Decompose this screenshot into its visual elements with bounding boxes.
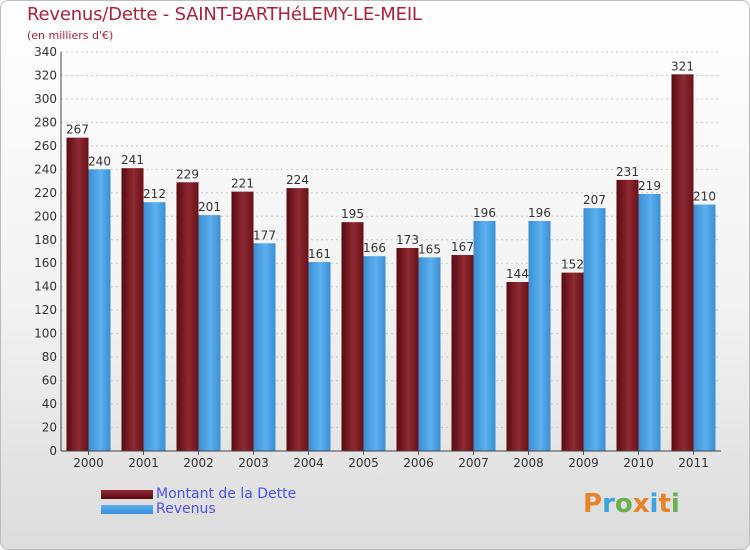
y-tick-label: 220 (34, 186, 57, 200)
bar-revenus-2001 (143, 202, 166, 451)
data-label-revenus-2011: 210 (693, 190, 716, 204)
x-tick-label: 2010 (623, 456, 654, 470)
bar-dette-2003 (231, 191, 254, 451)
y-tick-label: 160 (34, 256, 57, 270)
logo-letter: i (649, 489, 659, 519)
proxiti-logo: Proxiti (583, 489, 680, 519)
bar-revenus-2009 (583, 208, 606, 451)
x-tick-label: 2009 (568, 456, 599, 470)
bar-revenus-2010 (638, 193, 661, 451)
bar-dette-2006 (396, 247, 419, 451)
data-label-revenus-2001: 212 (143, 187, 166, 201)
y-tick-label: 120 (34, 303, 57, 317)
bar-dette-2009 (561, 272, 584, 451)
data-label-revenus-2008: 196 (528, 206, 551, 220)
bar-revenus-2005 (363, 256, 386, 451)
bar-dette-2000 (66, 137, 89, 451)
y-tick-label: 320 (34, 68, 57, 82)
y-tick-label: 100 (34, 327, 57, 341)
y-tick-label: 20 (42, 421, 57, 435)
bar-dette-2004 (286, 188, 309, 452)
y-tick-label: 280 (34, 115, 57, 129)
grid-layer (61, 51, 721, 452)
x-tick-label: 2000 (73, 456, 104, 470)
data-label-dette-2000: 267 (66, 123, 89, 137)
data-label-dette-2001: 241 (121, 153, 144, 167)
x-tick-label: 2005 (348, 456, 379, 470)
legend-swatch-revenus (101, 505, 153, 514)
y-tick-label: 200 (34, 209, 57, 223)
bar-dette-2002 (176, 182, 199, 451)
data-label-revenus-2004: 161 (308, 247, 331, 261)
bar-revenus-2004 (308, 262, 331, 451)
legend-swatch-dette (101, 490, 153, 499)
y-tick-label: 240 (34, 162, 57, 176)
data-label-revenus-2007: 196 (473, 206, 496, 220)
bar-dette-2001 (121, 168, 144, 451)
data-label-dette-2011: 321 (671, 59, 694, 73)
bar-revenus-2007 (473, 220, 496, 451)
y-tick-label: 140 (34, 280, 57, 294)
data-label-dette-2010: 231 (616, 165, 639, 179)
legend-label-dette: Montant de la Dette (156, 486, 297, 502)
bar-dette-2005 (341, 222, 364, 451)
x-tick-label: 2006 (403, 456, 434, 470)
chart-title: Revenus/Dette - SAINT-BARTHéLEMY-LE-MEIL (27, 4, 422, 25)
data-label-dette-2003: 221 (231, 177, 254, 191)
data-label-revenus-2009: 207 (583, 193, 606, 207)
y-tick-label: 300 (34, 92, 57, 106)
data-label-dette-2004: 224 (286, 173, 309, 187)
data-label-revenus-2000: 240 (88, 154, 111, 168)
data-label-dette-2007: 167 (451, 240, 474, 254)
y-tick-label: 260 (34, 139, 57, 153)
logo-letter: i (670, 489, 680, 519)
chart-subtitle: (en milliers d'€) (27, 29, 114, 42)
x-tick-label: 2003 (238, 456, 269, 470)
x-tick-label: 2011 (678, 456, 709, 470)
x-tick-label: 2008 (513, 456, 544, 470)
bar-revenus-2000 (88, 169, 111, 451)
x-tick-label: 2007 (458, 456, 489, 470)
data-label-revenus-2006: 165 (418, 242, 441, 256)
data-label-dette-2002: 229 (176, 167, 199, 181)
bar-dette-2011 (671, 74, 694, 451)
data-label-revenus-2005: 166 (363, 241, 386, 255)
data-label-dette-2009: 152 (561, 258, 584, 272)
y-tick-label: 80 (42, 350, 57, 364)
y-tick-label: 180 (34, 233, 57, 247)
logo-letter: t (658, 489, 671, 519)
bar-revenus-2003 (253, 243, 276, 451)
axis-layer: 0 20 40 60 80 100 120 140 160 180 200 220 240 260 280 3… (34, 45, 721, 470)
bar-revenus-2002 (198, 215, 221, 451)
logo-letter: x (632, 489, 650, 519)
logo-letter: r (602, 489, 615, 519)
x-tick-label: 2001 (128, 456, 159, 470)
y-tick-label: 340 (34, 45, 57, 59)
data-label-dette-2008: 144 (506, 267, 529, 281)
legend-label-revenus: Revenus (156, 501, 216, 517)
logo-letter: P (583, 489, 603, 519)
data-label-dette-2005: 195 (341, 207, 364, 221)
bar-dette-2010 (616, 179, 639, 451)
x-tick-label: 2002 (183, 456, 214, 470)
bar-dette-2007 (451, 255, 474, 451)
data-label-dette-2006: 173 (396, 233, 419, 247)
bar-revenus-2006 (418, 257, 441, 451)
data-label-revenus-2002: 201 (198, 200, 221, 214)
data-label-revenus-2010: 219 (638, 179, 661, 193)
logo-letter: o (614, 489, 633, 519)
bar-dette-2008 (506, 282, 529, 451)
y-tick-label: 40 (42, 397, 57, 411)
x-tick-label: 2004 (293, 456, 324, 470)
y-tick-label: 0 (49, 444, 57, 458)
y-tick-label: 60 (42, 374, 57, 388)
bar-revenus-2011 (693, 204, 716, 451)
data-label-revenus-2003: 177 (253, 228, 276, 242)
bar-revenus-2008 (528, 220, 551, 451)
